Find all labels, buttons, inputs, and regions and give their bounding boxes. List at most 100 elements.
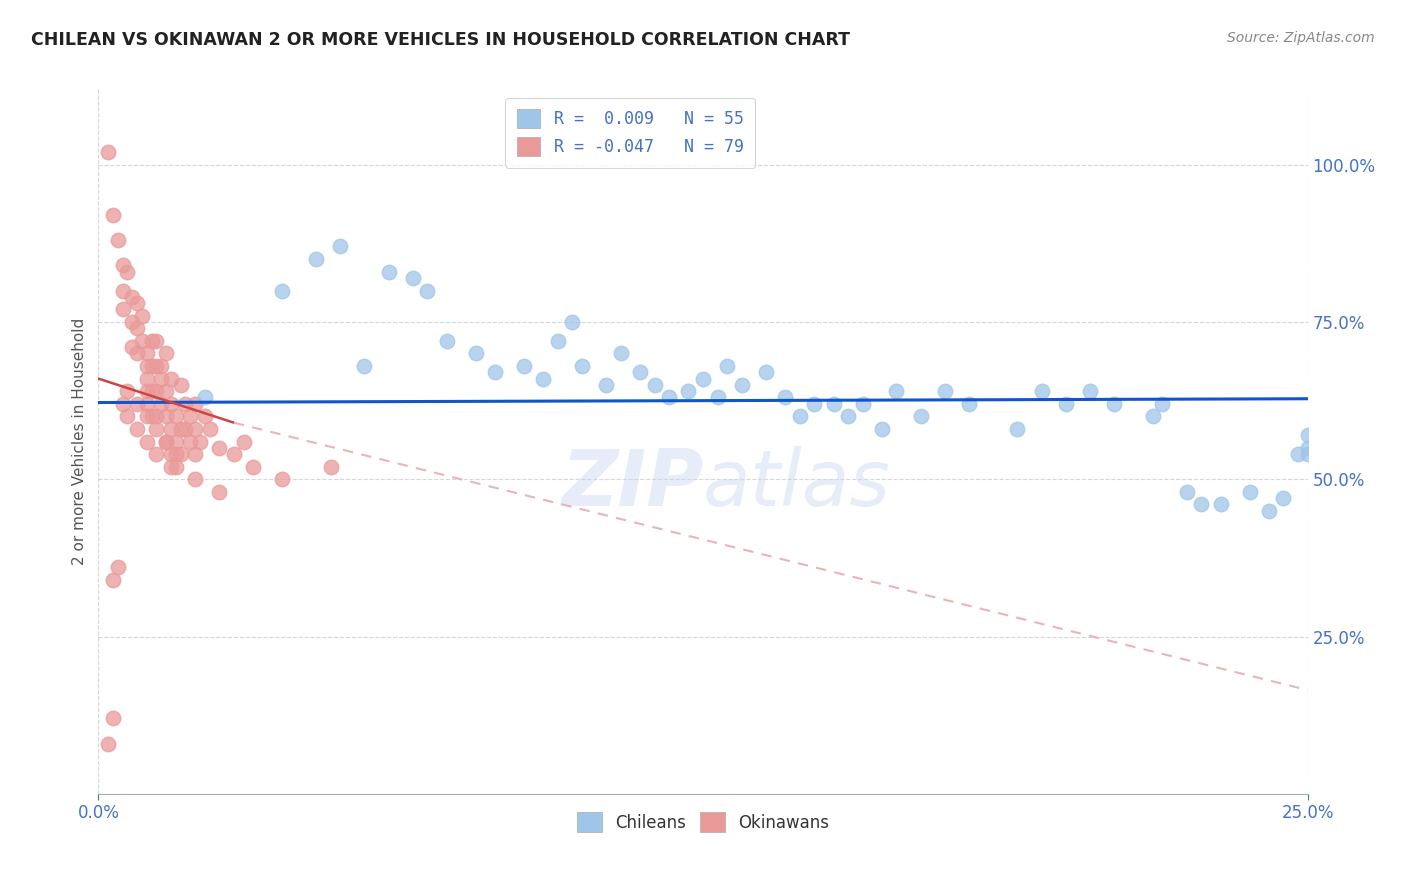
Point: [165, 459, 187, 474]
Point: [155, 409, 177, 424]
Point: [145, 409, 167, 424]
Point: [789, 409, 811, 424]
Point: [135, 409, 157, 424]
Point: [1272, 491, 1295, 505]
Point: [886, 384, 908, 399]
Point: [870, 422, 893, 436]
Point: [145, 334, 167, 348]
Point: [773, 391, 796, 405]
Point: [706, 391, 728, 405]
Point: [547, 334, 569, 348]
Point: [127, 346, 149, 360]
Point: [121, 315, 143, 329]
Point: [531, 371, 554, 385]
Point: [160, 397, 183, 411]
Point: [1209, 498, 1232, 512]
Point: [198, 422, 221, 436]
Point: [145, 359, 167, 373]
Point: [117, 384, 139, 399]
Point: [111, 302, 134, 317]
Point: [155, 384, 177, 399]
Point: [644, 378, 666, 392]
Point: [610, 346, 633, 360]
Point: [208, 484, 231, 499]
Point: [145, 447, 167, 461]
Point: [329, 239, 352, 253]
Point: [755, 365, 778, 379]
Point: [484, 365, 506, 379]
Point: [135, 434, 157, 449]
Point: [145, 422, 167, 436]
Point: [957, 397, 980, 411]
Point: [160, 459, 183, 474]
Point: [1175, 484, 1198, 499]
Point: [111, 397, 134, 411]
Point: [184, 397, 207, 411]
Point: [194, 391, 217, 405]
Point: [1152, 397, 1174, 411]
Point: [107, 233, 129, 247]
Point: [561, 315, 583, 329]
Point: [141, 384, 163, 399]
Point: [121, 290, 143, 304]
Point: [141, 334, 163, 348]
Point: [1296, 428, 1319, 442]
Point: [150, 359, 173, 373]
Point: [188, 434, 211, 449]
Point: [135, 371, 157, 385]
Point: [174, 397, 197, 411]
Point: [155, 434, 177, 449]
Point: [402, 271, 425, 285]
Point: [1142, 409, 1164, 424]
Point: [513, 359, 536, 373]
Point: [169, 422, 191, 436]
Point: [117, 409, 139, 424]
Point: [271, 472, 294, 486]
Point: [160, 447, 183, 461]
Point: [464, 346, 486, 360]
Point: [271, 284, 294, 298]
Point: [377, 265, 399, 279]
Point: [1189, 498, 1212, 512]
Point: [1239, 484, 1261, 499]
Point: [135, 397, 157, 411]
Point: [837, 409, 859, 424]
Point: [127, 422, 149, 436]
Point: [160, 422, 183, 436]
Point: [101, 711, 124, 725]
Point: [150, 371, 173, 385]
Point: [852, 397, 875, 411]
Point: [658, 391, 681, 405]
Point: [571, 359, 593, 373]
Point: [319, 459, 342, 474]
Text: atlas: atlas: [703, 446, 891, 522]
Point: [416, 284, 439, 298]
Point: [127, 397, 149, 411]
Text: ZIP: ZIP: [561, 446, 703, 522]
Point: [101, 573, 124, 587]
Point: [184, 422, 207, 436]
Point: [169, 447, 191, 461]
Point: [1286, 447, 1309, 461]
Point: [353, 359, 375, 373]
Point: [135, 346, 157, 360]
Point: [436, 334, 458, 348]
Text: CHILEAN VS OKINAWAN 2 OR MORE VEHICLES IN HOUSEHOLD CORRELATION CHART: CHILEAN VS OKINAWAN 2 OR MORE VEHICLES I…: [31, 31, 851, 49]
Point: [595, 378, 617, 392]
Point: [97, 737, 120, 751]
Point: [169, 378, 191, 392]
Point: [160, 371, 183, 385]
Point: [692, 371, 714, 385]
Point: [141, 359, 163, 373]
Point: [131, 309, 153, 323]
Point: [823, 397, 845, 411]
Point: [305, 252, 328, 266]
Point: [242, 459, 264, 474]
Point: [194, 409, 217, 424]
Point: [141, 409, 163, 424]
Point: [910, 409, 932, 424]
Point: [184, 447, 207, 461]
Point: [111, 259, 134, 273]
Point: [184, 472, 207, 486]
Point: [1031, 384, 1053, 399]
